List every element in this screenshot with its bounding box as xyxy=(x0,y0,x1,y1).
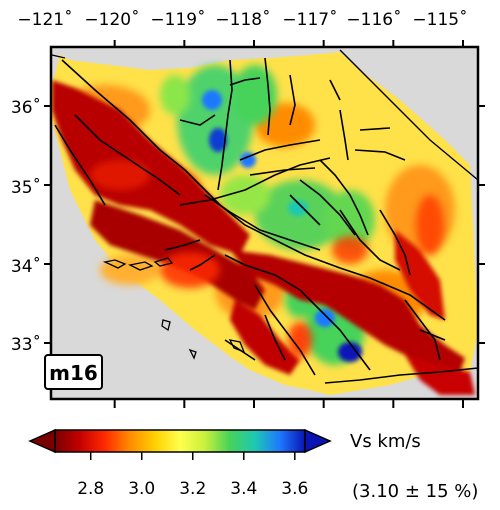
lon-tick-labels: −121˚ −120˚ −119˚ −118˚ −117˚ −116˚ −115… xyxy=(17,9,467,30)
lon-tick-marks-bottom xyxy=(113,399,464,408)
channel-islands xyxy=(102,257,246,360)
colorbar-subtitle: (3.10 ± 15 %) xyxy=(352,481,478,502)
lat-label: 33˚ xyxy=(11,334,41,355)
colorbar-tick-labels: 2.8 3.0 3.2 3.4 3.6 xyxy=(77,479,308,499)
colorbar-tick-marks xyxy=(89,452,296,460)
lat-tick-marks-left xyxy=(44,105,51,344)
lat-label: 35˚ xyxy=(11,177,41,198)
map-frame xyxy=(49,45,480,401)
fault-lines xyxy=(54,57,446,376)
colorbar-tick-label: 3.0 xyxy=(128,479,155,499)
lon-label: −115˚ xyxy=(412,9,467,30)
colorbar-right-arrow xyxy=(304,428,332,454)
lon-tick-marks-top xyxy=(113,40,464,47)
lat-tick-marks-right xyxy=(478,105,485,344)
colorbar-tick-label: 3.6 xyxy=(281,479,308,499)
colorbar-gradient xyxy=(54,429,306,453)
colorbar-left-arrow xyxy=(28,428,56,454)
colorbar-tick-label: 3.2 xyxy=(179,479,206,499)
state-borders xyxy=(51,49,478,384)
lat-tick-labels: 36˚ 35˚ 34˚ 33˚ xyxy=(11,97,41,355)
map-panel: −121˚ −120˚ −119˚ −118˚ −117˚ −116˚ −115… xyxy=(11,9,485,408)
model-label: m16 xyxy=(49,361,98,385)
lon-label: −119˚ xyxy=(150,9,205,30)
lon-label: −121˚ xyxy=(17,9,72,30)
lat-label: 36˚ xyxy=(11,97,41,118)
lon-label: −118˚ xyxy=(215,9,270,30)
colorbar-tick-label: 2.8 xyxy=(77,479,104,499)
velocity-field xyxy=(51,49,478,395)
lon-label: −117˚ xyxy=(282,9,337,30)
colorbar-title: Vs km/s xyxy=(350,431,421,452)
colorbar: 2.8 3.0 3.2 3.4 3.6 Vs km/s (3.10 ± 15 %) xyxy=(28,428,478,502)
colorbar-tick-label: 3.4 xyxy=(230,479,257,499)
lat-label: 34˚ xyxy=(11,256,41,277)
model-label-box: m16 xyxy=(44,354,103,390)
lon-label: −120˚ xyxy=(84,9,139,30)
lon-label: −116˚ xyxy=(346,9,401,30)
